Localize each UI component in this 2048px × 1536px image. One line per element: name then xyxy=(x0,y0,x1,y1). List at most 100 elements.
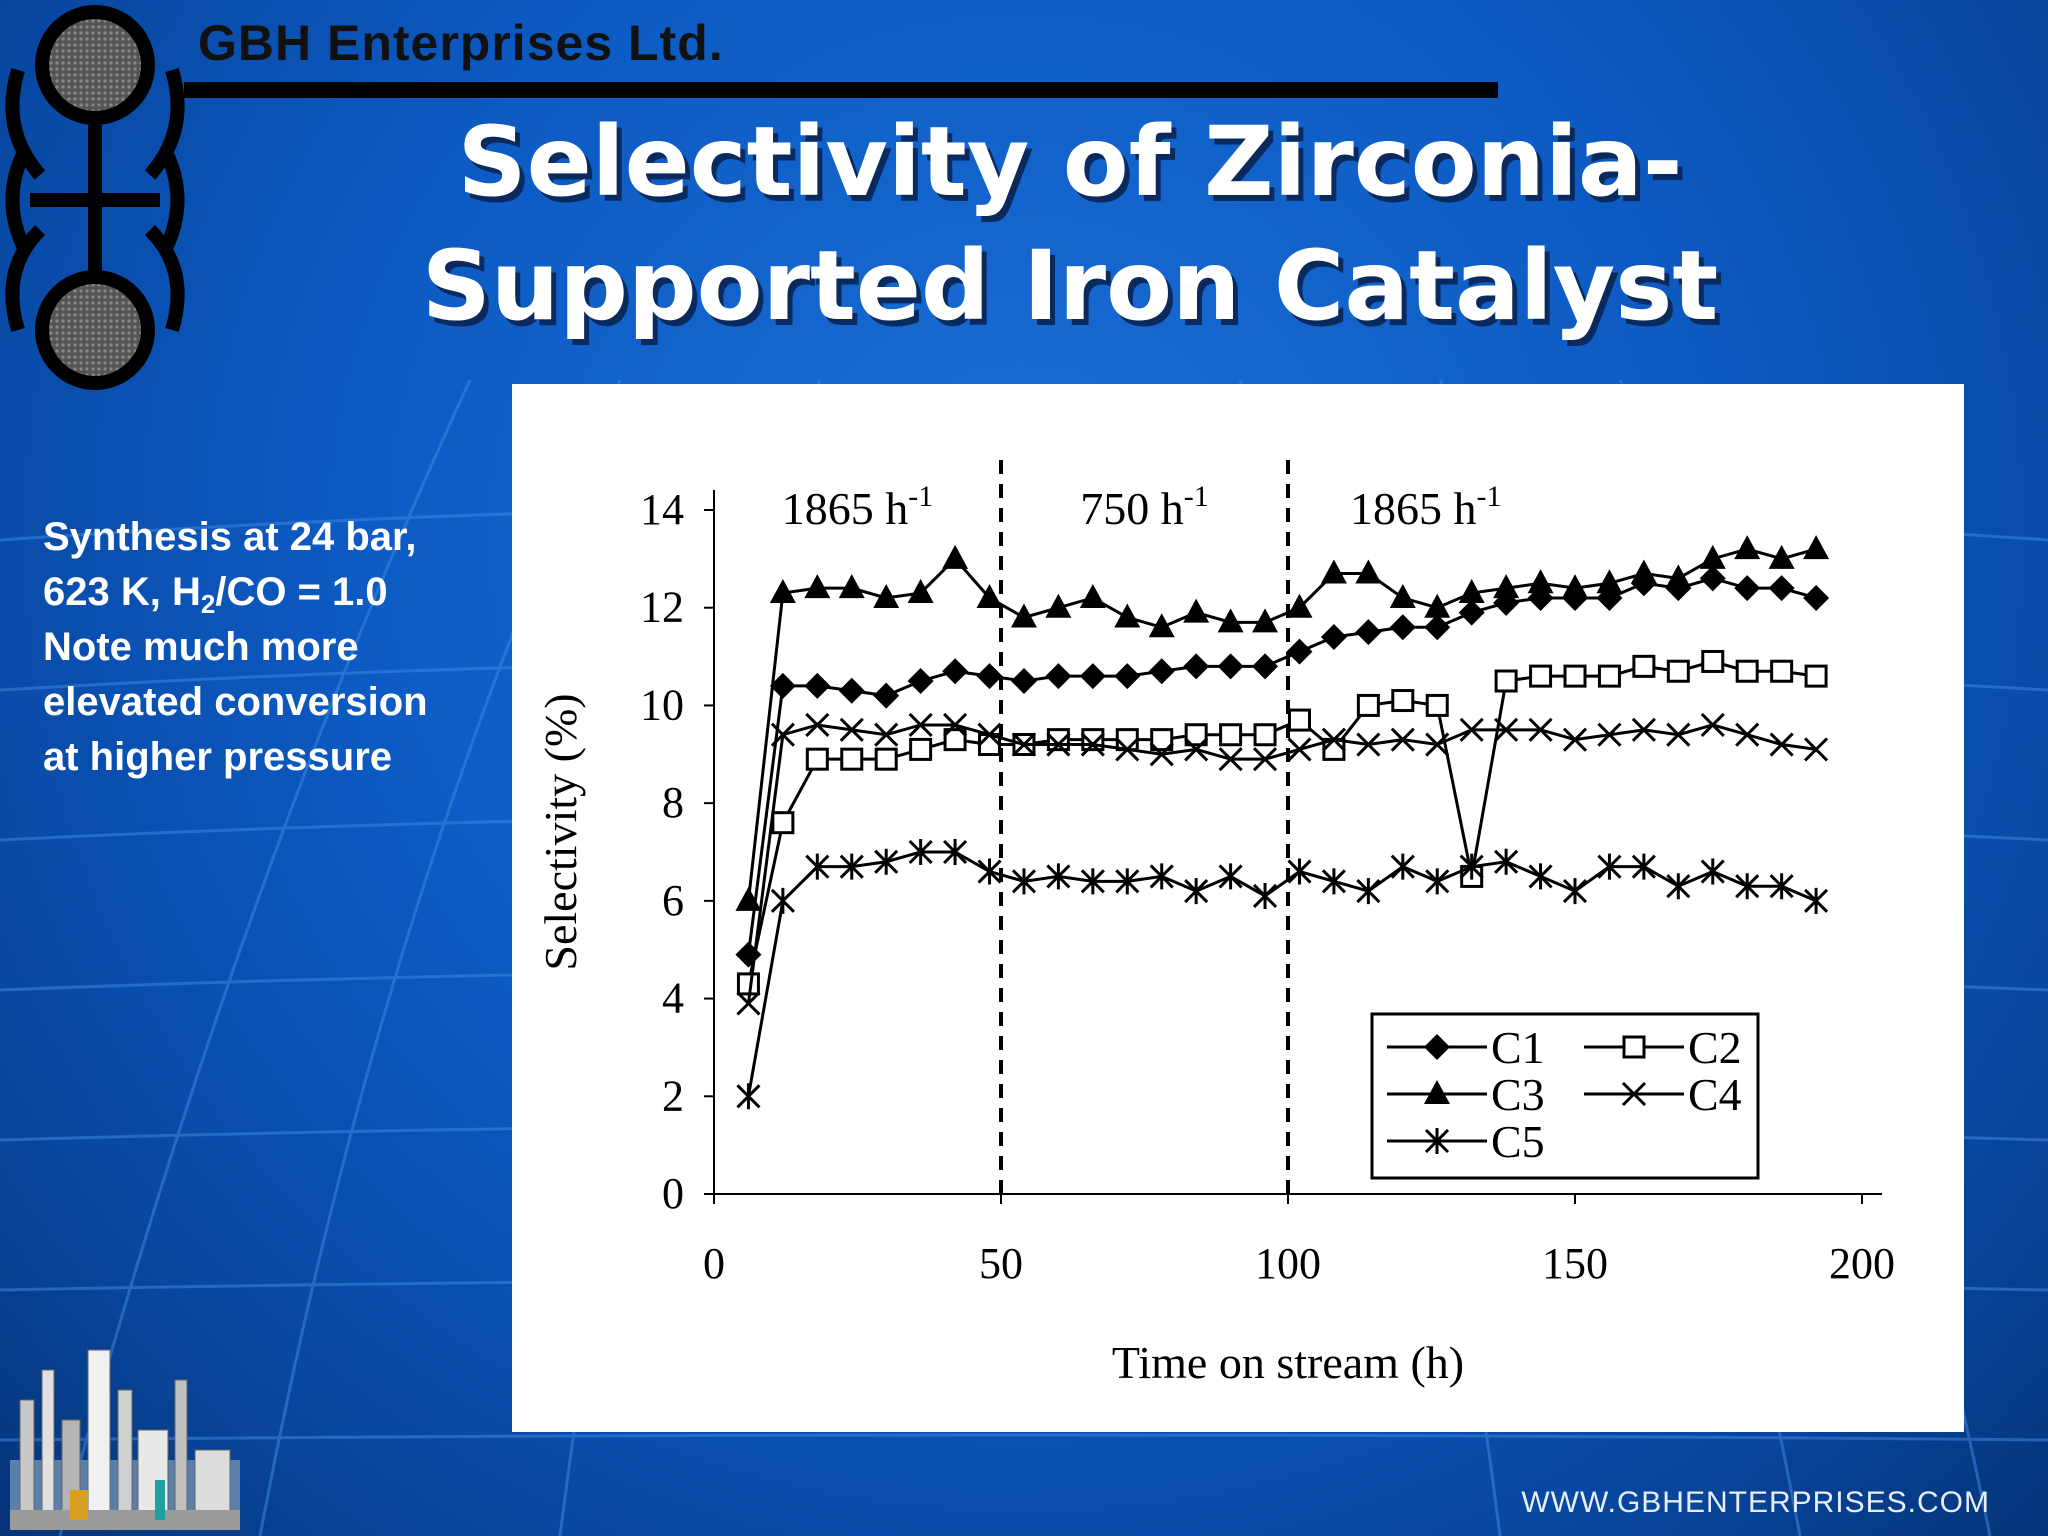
data-point-marker xyxy=(1596,569,1623,594)
x-tick-label: 50 xyxy=(979,1239,1023,1288)
data-point-marker xyxy=(976,583,1003,608)
data-point-marker xyxy=(1010,603,1037,628)
data-point-marker xyxy=(839,853,864,880)
selectivity-chart: 0 2 4 6 8 10 12 14 0 50 100 150 200 Time on stream (h… xyxy=(535,460,1895,1388)
data-point-marker xyxy=(976,663,1003,690)
data-point-marker xyxy=(1011,732,1037,757)
x-tick-label: 150 xyxy=(1542,1239,1608,1288)
data-point-marker xyxy=(1253,723,1277,747)
legend-label: C5 xyxy=(1491,1116,1545,1167)
region-label: 750 h-1 xyxy=(1080,480,1209,534)
data-point-marker xyxy=(804,672,831,699)
data-point-marker xyxy=(907,668,934,694)
data-point-marker xyxy=(736,1083,761,1110)
y-tick-label: 4 xyxy=(662,974,684,1023)
data-point-marker xyxy=(1424,593,1451,618)
data-point-marker xyxy=(873,583,900,608)
data-point-marker xyxy=(1355,619,1382,646)
data-point-marker xyxy=(1148,613,1175,638)
data-point-marker xyxy=(1528,863,1553,890)
data-point-marker xyxy=(1425,693,1449,717)
data-point-marker xyxy=(1424,1128,1450,1154)
data-point-marker xyxy=(1356,693,1380,717)
data-point-marker xyxy=(1735,722,1760,747)
series-c5 xyxy=(736,839,1829,1110)
data-point-marker xyxy=(1184,737,1209,762)
notes-line: Synthesis at 24 bar, xyxy=(43,515,417,559)
data-point-marker xyxy=(907,579,934,604)
data-point-marker xyxy=(874,848,899,875)
data-point-marker xyxy=(1631,717,1656,742)
data-point-marker xyxy=(1666,722,1691,747)
y-tick-label: 14 xyxy=(640,485,684,534)
data-point-marker xyxy=(1803,535,1830,560)
data-point-marker xyxy=(1630,559,1657,584)
data-point-marker xyxy=(1184,723,1208,747)
data-point-marker xyxy=(1183,598,1210,623)
data-point-marker xyxy=(1287,708,1311,732)
data-point-marker xyxy=(1286,593,1313,618)
series-c2 xyxy=(736,649,1828,996)
data-point-marker xyxy=(908,712,933,738)
data-point-marker xyxy=(1597,664,1621,688)
data-point-marker xyxy=(1768,544,1795,569)
data-point-marker xyxy=(1320,559,1347,584)
data-point-marker xyxy=(1562,727,1588,752)
data-point-marker xyxy=(1046,863,1071,890)
data-point-marker xyxy=(736,972,760,996)
data-point-marker xyxy=(1080,868,1105,895)
data-point-marker xyxy=(1425,732,1450,757)
data-point-marker xyxy=(1252,747,1278,772)
data-point-marker xyxy=(1252,653,1279,680)
data-point-marker xyxy=(943,839,968,865)
data-point-marker xyxy=(1252,608,1279,633)
region-label: 1865 h-1 xyxy=(782,480,934,534)
data-point-marker xyxy=(1424,614,1451,641)
data-point-marker xyxy=(1115,868,1140,895)
data-point-marker xyxy=(1770,659,1794,683)
data-point-marker xyxy=(1493,589,1520,616)
data-point-marker xyxy=(1424,1080,1450,1104)
data-point-marker xyxy=(1355,559,1382,584)
data-point-marker xyxy=(1149,863,1174,890)
x-tick-label: 200 xyxy=(1829,1239,1895,1288)
data-point-marker xyxy=(736,991,761,1016)
y-tick-label: 10 xyxy=(640,680,684,729)
data-point-marker xyxy=(805,747,829,771)
data-point-marker xyxy=(1114,603,1141,628)
data-point-marker xyxy=(1148,658,1175,685)
data-point-marker xyxy=(1494,669,1518,693)
data-point-marker xyxy=(1183,653,1210,680)
data-point-marker xyxy=(1768,575,1795,602)
data-point-marker xyxy=(1217,653,1244,680)
data-point-marker xyxy=(1150,728,1174,752)
data-point-marker xyxy=(1321,727,1346,752)
data-point-marker xyxy=(1184,878,1209,905)
data-point-marker xyxy=(1459,717,1484,742)
series-c3 xyxy=(735,535,1830,911)
data-point-marker xyxy=(804,574,831,599)
data-point-marker xyxy=(908,839,933,865)
title-line-1: Selectivity of Zirconia- xyxy=(457,106,1683,218)
data-point-marker xyxy=(1699,565,1726,592)
series-c4 xyxy=(736,712,1829,1016)
data-point-marker xyxy=(977,722,1002,747)
data-point-marker xyxy=(1622,1035,1646,1059)
data-point-marker xyxy=(1458,599,1485,626)
data-point-marker xyxy=(1804,737,1829,762)
data-point-marker xyxy=(1529,664,1553,688)
notes-text: Synthesis at 24 bar, 623 K, H2/CO = 1.0 … xyxy=(43,510,513,785)
data-point-marker xyxy=(1287,858,1312,885)
legend-label: C3 xyxy=(1491,1069,1545,1120)
series-c1 xyxy=(735,565,1830,968)
data-point-marker xyxy=(1287,737,1312,762)
data-point-marker xyxy=(1804,887,1829,914)
data-point-marker xyxy=(1700,712,1725,738)
data-point-marker xyxy=(1080,732,1105,757)
data-point-marker xyxy=(943,728,967,752)
data-point-marker xyxy=(1699,544,1726,569)
y-tick-label: 8 xyxy=(662,778,684,827)
series-line xyxy=(746,723,1817,1004)
company-logo-icon xyxy=(5,5,185,390)
data-point-marker xyxy=(1252,882,1278,909)
